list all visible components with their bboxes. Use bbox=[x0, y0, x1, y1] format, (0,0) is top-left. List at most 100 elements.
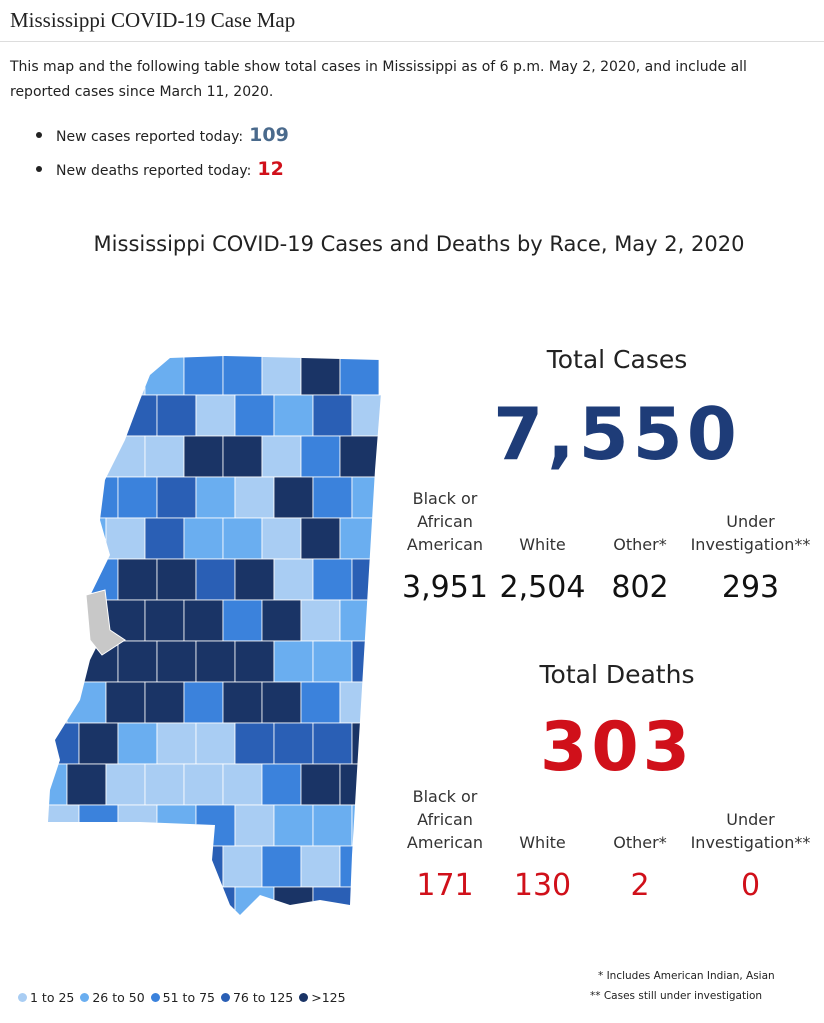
county bbox=[234, 804, 275, 847]
county bbox=[273, 640, 314, 683]
cases-heading: Total Cases bbox=[546, 345, 688, 374]
breakdown-label: White bbox=[519, 833, 566, 852]
county bbox=[222, 681, 263, 724]
legend-swatch bbox=[220, 993, 230, 1002]
county bbox=[48, 356, 68, 396]
county bbox=[195, 722, 236, 765]
legend-swatch bbox=[80, 993, 90, 1002]
county bbox=[66, 517, 107, 560]
county bbox=[300, 435, 341, 478]
county bbox=[105, 845, 146, 888]
county bbox=[156, 804, 197, 847]
legend-item: 76 to 125 bbox=[220, 990, 294, 1005]
county bbox=[195, 804, 236, 847]
breakdown-label: Black or African American bbox=[406, 489, 484, 554]
county bbox=[117, 886, 158, 915]
county bbox=[48, 517, 68, 560]
county bbox=[144, 763, 185, 806]
county bbox=[261, 681, 302, 724]
county bbox=[156, 558, 197, 601]
county bbox=[312, 804, 353, 847]
county bbox=[300, 356, 341, 396]
county bbox=[117, 804, 158, 847]
county bbox=[144, 356, 185, 396]
county bbox=[312, 476, 353, 519]
county bbox=[48, 640, 80, 683]
county bbox=[144, 599, 185, 642]
county bbox=[339, 517, 380, 560]
county bbox=[273, 558, 314, 601]
cases-total: 7,550 bbox=[493, 392, 741, 476]
county bbox=[261, 517, 302, 560]
county bbox=[66, 763, 107, 806]
breakdown-value: 171 bbox=[416, 868, 474, 903]
county bbox=[48, 845, 68, 888]
county bbox=[234, 722, 275, 765]
county bbox=[48, 394, 80, 437]
breakdown-value: 3,951 bbox=[402, 570, 488, 605]
bullet: New deaths reported today: 12 bbox=[36, 158, 284, 180]
county bbox=[222, 599, 263, 642]
county bbox=[195, 394, 236, 437]
county bbox=[351, 886, 382, 915]
county bbox=[312, 886, 353, 915]
county bbox=[66, 435, 107, 478]
county bbox=[48, 435, 68, 478]
page-title: Mississippi COVID-19 Case Map bbox=[10, 8, 296, 32]
county bbox=[117, 394, 158, 437]
county bbox=[156, 886, 197, 915]
legend-label: 76 to 125 bbox=[232, 990, 294, 1005]
county bbox=[48, 599, 68, 642]
legend-item: 26 to 50 bbox=[80, 990, 145, 1005]
breakdown-value: 2,504 bbox=[499, 570, 586, 605]
county bbox=[300, 845, 341, 888]
county bbox=[261, 763, 302, 806]
county bbox=[195, 558, 236, 601]
legend-item: 51 to 75 bbox=[150, 990, 215, 1005]
county bbox=[156, 476, 197, 519]
county bbox=[234, 476, 275, 519]
county bbox=[144, 435, 185, 478]
county bbox=[273, 886, 314, 915]
county bbox=[78, 476, 119, 519]
county bbox=[300, 517, 341, 560]
county bbox=[312, 394, 353, 437]
county bbox=[183, 435, 224, 478]
county bbox=[156, 394, 197, 437]
county bbox=[117, 476, 158, 519]
bullet-value: 109 bbox=[249, 124, 289, 146]
divider bbox=[0, 41, 824, 42]
county bbox=[105, 763, 146, 806]
county bbox=[300, 681, 341, 724]
county bbox=[48, 886, 80, 915]
county bbox=[273, 394, 314, 437]
county bbox=[351, 722, 382, 765]
breakdown-value: 293 bbox=[721, 570, 780, 605]
county bbox=[48, 804, 80, 847]
legend-label: 51 to 75 bbox=[162, 990, 215, 1005]
legend-swatch bbox=[18, 993, 27, 1002]
county bbox=[117, 722, 158, 765]
county bbox=[183, 356, 224, 396]
county bbox=[261, 599, 302, 642]
county bbox=[156, 640, 197, 683]
county bbox=[144, 681, 185, 724]
county bbox=[300, 599, 341, 642]
county bbox=[66, 681, 107, 724]
footnote: ** Cases still under investigation bbox=[590, 990, 763, 1002]
county bbox=[261, 435, 302, 478]
county bbox=[339, 356, 380, 396]
county bbox=[234, 394, 275, 437]
county bbox=[195, 886, 236, 915]
county bbox=[78, 804, 119, 847]
county-map bbox=[48, 356, 382, 915]
county bbox=[48, 476, 80, 519]
breakdown-label: Other* bbox=[613, 833, 667, 852]
breakdown-label: Other* bbox=[613, 535, 667, 554]
county bbox=[183, 599, 224, 642]
county bbox=[312, 640, 353, 683]
county bbox=[48, 558, 80, 601]
county bbox=[183, 845, 224, 888]
legend: 1 to 25 26 to 50 51 to 75 76 to 125 >125 bbox=[18, 990, 346, 1005]
